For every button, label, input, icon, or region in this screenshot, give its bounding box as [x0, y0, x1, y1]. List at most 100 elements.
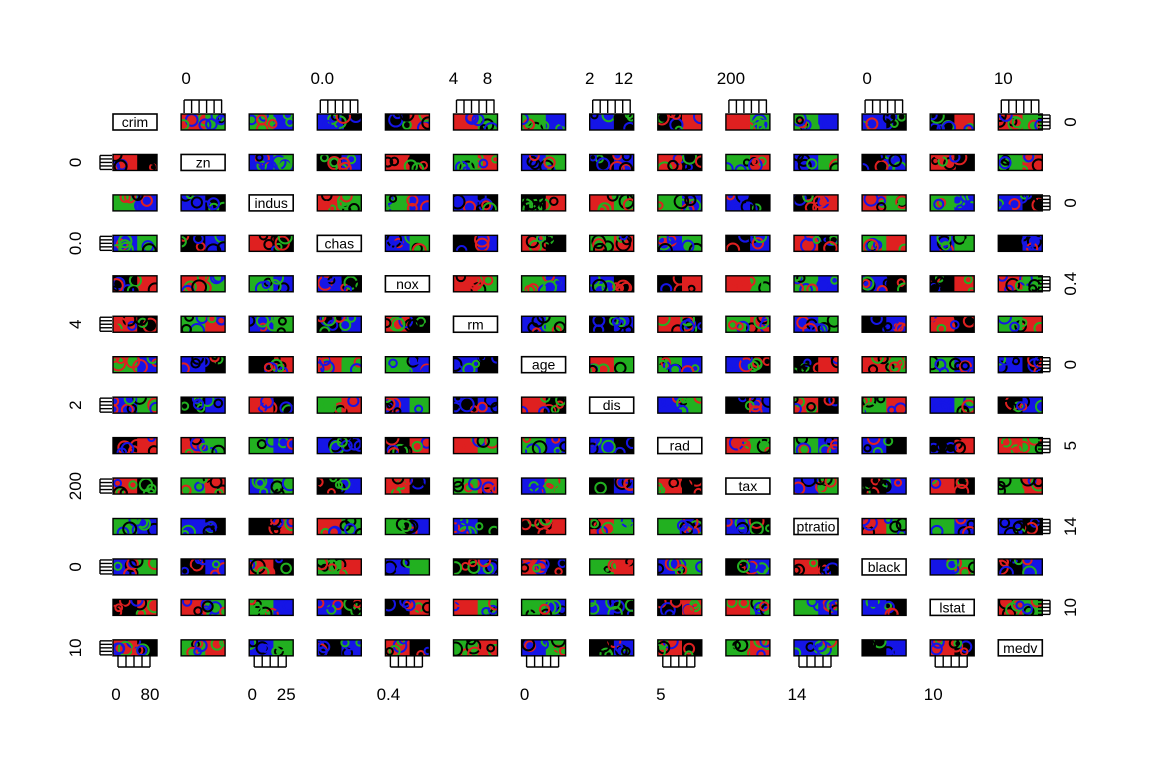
left-tick-label: 0.0	[66, 232, 85, 256]
data-point	[321, 316, 337, 327]
panel-rm-vs-indus	[248, 315, 294, 333]
panel-frame	[316, 477, 362, 495]
data-point	[181, 599, 193, 607]
data-point	[930, 356, 939, 371]
point-cluster	[181, 275, 212, 292]
panel-ptratio-vs-nox	[384, 517, 431, 536]
data-point	[936, 197, 947, 208]
data-point	[753, 316, 770, 330]
data-point	[317, 558, 329, 571]
point-cluster	[273, 639, 294, 656]
data-point	[453, 522, 461, 534]
panel-frame	[248, 639, 294, 657]
data-point	[1033, 321, 1043, 333]
panel-lstat-vs-zn	[180, 598, 226, 617]
data-point	[800, 478, 817, 487]
data-point	[883, 518, 893, 524]
panel-medv-vs-lstat	[929, 639, 975, 657]
data-point	[725, 162, 734, 171]
data-point	[998, 437, 1009, 446]
data-point	[319, 154, 329, 163]
data-point	[733, 284, 745, 292]
data-point	[317, 640, 331, 654]
data-point	[806, 599, 818, 608]
data-point	[590, 114, 599, 120]
data-point	[260, 643, 270, 653]
top-tick-label: 0	[862, 69, 871, 88]
data-point	[280, 562, 292, 575]
panel-dis-vs-tax	[725, 396, 771, 414]
data-point	[479, 356, 488, 363]
data-point	[147, 599, 157, 614]
data-point	[998, 480, 1006, 491]
panel-age-vs-lstat	[929, 356, 975, 374]
label-layer: 0 0.0 4 8 2 12 200 0 10 0 80 0 25 0.4 0 5 14 10 0 0.0 4 2 200 0…	[66, 69, 1080, 704]
data-point	[453, 478, 465, 488]
data-point	[546, 647, 561, 656]
data-point	[764, 446, 770, 454]
data-point	[893, 478, 903, 487]
panel-frame	[520, 275, 567, 293]
panel-frame	[520, 234, 567, 253]
panel-black-vs-dis	[589, 558, 635, 576]
panel-crim-vs-rm	[452, 113, 499, 131]
data-point	[406, 202, 418, 211]
panel-frame	[384, 396, 431, 414]
panel-frame	[861, 477, 907, 495]
panel-frame	[248, 558, 294, 576]
data-point	[823, 397, 835, 406]
data-point	[553, 321, 566, 333]
bottom-tick-label: 0.4	[377, 685, 401, 704]
data-point	[385, 156, 394, 168]
data-point	[521, 639, 536, 652]
data-point	[620, 558, 634, 567]
panel-frame	[725, 113, 771, 131]
data-point	[181, 323, 192, 333]
panel-frame	[793, 315, 839, 333]
panel-frame	[589, 234, 635, 253]
data-point	[283, 645, 294, 656]
data-point	[465, 639, 482, 655]
panel-medv-vs-crim	[112, 639, 158, 657]
data-point	[453, 561, 463, 575]
data-point	[113, 356, 127, 372]
data-point	[936, 235, 952, 246]
data-point	[322, 119, 332, 129]
data-point	[147, 522, 157, 535]
data-point	[759, 601, 770, 612]
data-point	[403, 366, 413, 373]
panel-zn-vs-indus	[248, 153, 294, 172]
data-point	[759, 639, 770, 648]
data-point	[209, 478, 223, 489]
data-point	[317, 447, 325, 454]
data-point	[962, 316, 975, 328]
data-point	[826, 316, 838, 328]
panel-rm-vs-ptratio	[793, 315, 839, 333]
panel-frame	[589, 639, 635, 657]
panel-lstat-vs-crim	[112, 598, 158, 617]
data-point	[612, 154, 623, 161]
data-point	[756, 649, 766, 656]
data-point	[1033, 318, 1043, 330]
panel-frame	[929, 194, 975, 212]
panel-nox-vs-nox: nox	[384, 274, 431, 293]
panel-frame	[452, 153, 499, 172]
data-point	[657, 356, 665, 366]
data-point	[812, 639, 828, 653]
data-point	[952, 235, 967, 245]
data-point	[319, 356, 332, 366]
data-point	[736, 559, 751, 573]
panel-crim-vs-chas	[316, 113, 362, 131]
panel-frame	[248, 436, 294, 455]
panel-medv-vs-tax	[725, 639, 771, 657]
panel-frame	[725, 234, 771, 253]
panel-nox-vs-age	[520, 275, 567, 293]
data-point	[609, 161, 625, 171]
data-point	[825, 437, 838, 452]
panel-frame	[248, 477, 294, 495]
data-point	[453, 480, 465, 493]
diag-box	[452, 315, 499, 334]
data-point	[822, 117, 837, 130]
bottom-tick-label: 25	[277, 685, 296, 704]
data-point	[181, 401, 190, 411]
